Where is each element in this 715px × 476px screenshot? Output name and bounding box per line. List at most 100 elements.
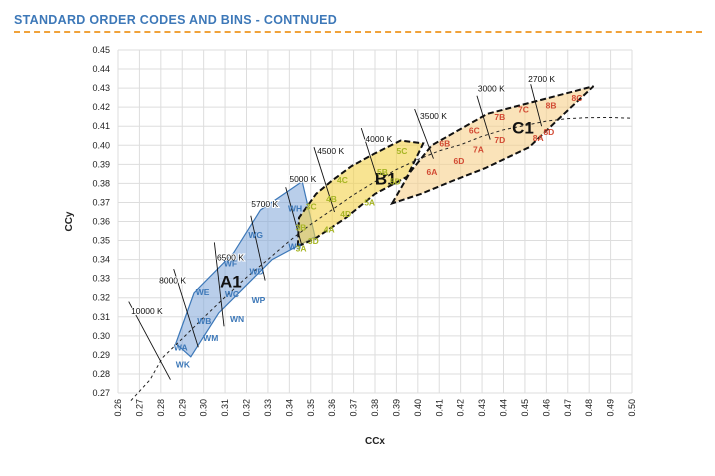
bin-label: 3B [295,222,306,232]
bin-label: 4A [324,224,335,234]
cct-label: 3500 K [420,111,447,121]
y-tick-label: 0.42 [92,102,110,112]
region-label: B1 [375,170,397,189]
bin-label: 5A [364,198,375,208]
x-tick-label: 0.31 [220,399,230,417]
planckian-locus-line [130,116,633,401]
x-tick-label: 0.49 [606,399,616,417]
x-tick-label: 0.26 [113,399,123,417]
x-axis-title: CCx [365,436,385,447]
cct-label: 8000 K [159,275,186,285]
cct-line [414,108,434,159]
x-tick-label: 0.36 [327,399,337,417]
cct-label: 10000 K [131,306,163,316]
cct-line [313,147,335,213]
cct-line [285,187,302,245]
region-label: A1 [220,273,242,292]
y-tick-label: 0.37 [92,197,110,207]
x-tick-label: 0.44 [499,399,509,417]
bin-label: 4D [340,209,351,219]
y-tick-label: 0.27 [92,388,110,398]
x-tick-label: 0.50 [627,399,637,417]
x-tick-label: 0.42 [456,399,466,417]
bin-labels: A1 B1 C1 WA WK WE WB WM WF WC WN WG WD WP WH WJ 3B 3C 3D3A… [174,93,582,370]
planckian-locus [130,116,633,401]
axes: 0.26 0.27 0.28 0.29 0.30 0.31 0.32 0.33 0.34 0.35… [64,45,637,447]
x-tick-label: 0.43 [477,399,487,417]
y-tick-label: 0.41 [92,121,110,131]
cct-line [250,215,266,281]
y-tick-label: 0.38 [92,178,110,188]
y-tick-label: 0.29 [92,350,110,360]
cct-label: 4000 K [365,134,392,144]
x-tick-label: 0.30 [199,399,209,417]
y-tick-label: 0.45 [92,45,110,55]
x-tick-label: 0.37 [349,399,359,417]
cct-lines: 10000 K 8000 K 6500 K 5700 K 5000 K 4500 K 400… [128,73,556,380]
page-title: STANDARD ORDER CODES AND BINS - CONTNUED [14,13,338,27]
x-tick-label: 0.38 [370,399,380,417]
y-tick-label: 0.31 [92,312,110,322]
bin-label: 4B [326,194,337,204]
cct-label: 5000 K [289,174,316,184]
bin-label: 8B [546,101,557,111]
x-tick-label: 0.29 [177,399,187,417]
y-tick-label: 0.35 [92,236,110,246]
x-tick-label: 0.40 [413,399,423,417]
region-label: C1 [512,118,534,137]
y-tick-label: 0.36 [92,217,110,227]
bin-label: WH [288,203,302,213]
bin-label: WC [225,289,239,299]
y-tick-label: 0.39 [92,159,110,169]
bin-label: WN [230,314,244,324]
x-tick-label: 0.28 [156,399,166,417]
bin-regions [175,85,595,358]
bin-label: 8D [543,127,554,137]
y-tick-label: 0.34 [92,255,110,265]
region-b1 [296,139,425,248]
y-tick-label: 0.30 [92,331,110,341]
x-tick-label: 0.46 [541,399,551,417]
bin-label: 7B [494,112,505,122]
cct-line [476,95,491,140]
bin-label: WD [249,266,263,276]
x-tick-label: 0.33 [263,399,273,417]
bin-label: 7A [473,144,484,154]
bin-label: 5D [390,177,401,187]
cct-label: 4500 K [317,146,344,156]
bin-label: WK [176,360,191,370]
cct-label: 6500 K [217,253,244,263]
bin-label: 6C [469,125,480,135]
bin-label: 7D [494,135,505,145]
bin-label: 4C [337,175,348,185]
x-tick-label: 0.45 [520,399,530,417]
bin-label: 7C [518,104,529,114]
bin-label: 3D [308,236,319,246]
cct-line [360,127,380,184]
x-tick-label: 0.41 [434,399,444,417]
x-tick-label: 0.32 [242,399,252,417]
bin-label: WE [196,287,210,297]
bin-label: 5B [377,167,388,177]
region-c1 [389,85,595,206]
y-tick-label: 0.28 [92,369,110,379]
bin-label: 6A [427,167,438,177]
bin-label: WJ [288,242,301,252]
cct-label: 3000 K [478,83,505,93]
x-tick-label: 0.48 [584,399,594,417]
bin-label: 6D [454,156,465,166]
cct-line [530,84,543,127]
cct-label: 2700 K [528,74,555,84]
bin-label: 6B [439,139,450,149]
bin-label: WA [174,343,188,353]
x-tick-label: 0.35 [306,399,316,417]
bin-label: 8A [533,133,544,143]
cct-line [213,242,225,327]
y-tick-label: 0.44 [92,64,110,74]
y-tick-label: 0.43 [92,83,110,93]
x-tick-label: 0.39 [391,399,401,417]
x-tick-label: 0.34 [284,399,294,417]
bin-label: 3A [296,243,307,253]
y-tick-label: 0.40 [92,140,110,150]
